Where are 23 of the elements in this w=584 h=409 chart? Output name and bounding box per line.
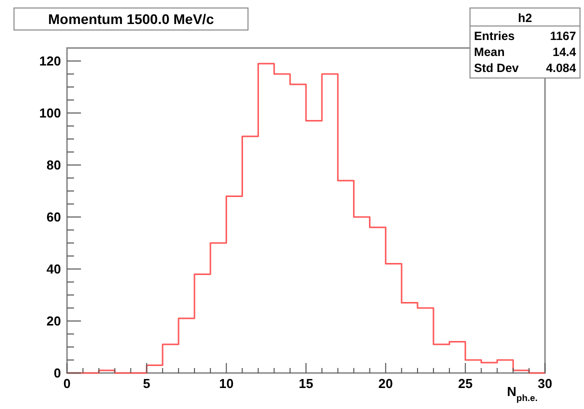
y-tick-label: 40: [46, 262, 61, 276]
y-tick-label: 80: [46, 158, 61, 172]
text: 4.084: [546, 61, 576, 75]
chart-title: Momentum 1500.0 MeV/c: [48, 11, 214, 27]
x-tick-label: 0: [63, 376, 71, 391]
x-tick-label: 25: [458, 376, 473, 391]
y-tick-label: 100: [39, 106, 61, 120]
x-tick-label: 20: [378, 376, 393, 391]
x-axis-title: N$_{ph.e.}$: [507, 384, 538, 403]
text: Entries: [474, 29, 516, 43]
x-tick-label: 30: [538, 376, 552, 391]
annotation: Mean: [474, 45, 505, 59]
text: 1167: [550, 29, 576, 43]
text: 14.4: [552, 45, 576, 59]
y-tick-label: 60: [46, 210, 61, 224]
x-tick-label: 15: [298, 376, 314, 391]
annotation: Std Dev: [474, 61, 520, 75]
x-tick-label: 5: [143, 376, 150, 391]
y-tick-label: 120: [39, 54, 61, 68]
text: h2: [518, 11, 532, 25]
y-tick-label: 20: [46, 314, 61, 328]
y-tick-label: 0: [54, 366, 61, 380]
x-tick-label: 10: [219, 376, 234, 391]
